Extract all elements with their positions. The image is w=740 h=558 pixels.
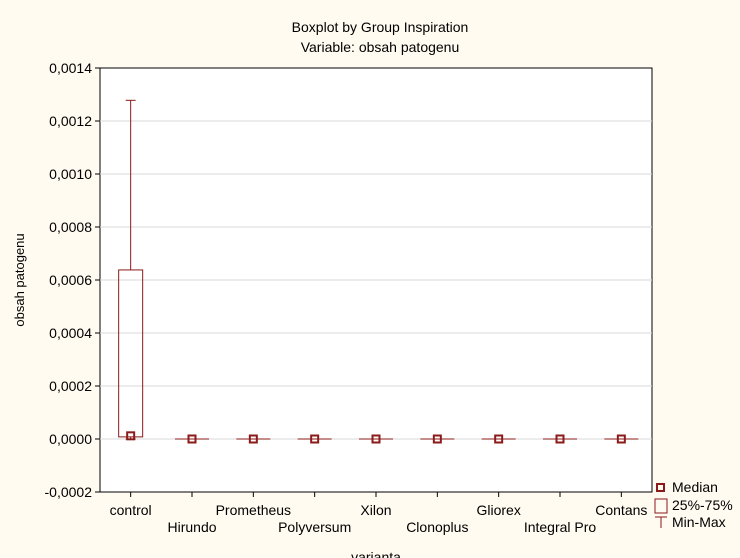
chart-subtitle: Variable: obsah patogenu bbox=[301, 39, 460, 55]
y-tick-label: -0,0002 bbox=[45, 484, 93, 500]
median-marker bbox=[371, 434, 381, 444]
y-tick-label: 0,0010 bbox=[49, 166, 92, 182]
median-marker bbox=[187, 434, 197, 444]
gridlines bbox=[100, 120, 652, 440]
median-marker bbox=[310, 434, 320, 444]
y-axis-label: obsah patogenu bbox=[12, 233, 27, 326]
box-marks bbox=[118, 99, 639, 444]
x-tick-label: Gliorex bbox=[476, 502, 520, 518]
median-marker bbox=[616, 434, 626, 444]
iqr-box bbox=[118, 269, 144, 438]
x-axis-label: varianta bbox=[351, 549, 401, 558]
y-tick-label: 0,0004 bbox=[49, 325, 92, 341]
y-tick-label: 0,0014 bbox=[49, 60, 92, 76]
x-tick-label: Contans bbox=[595, 502, 647, 518]
legend-whisker-label: Min-Max bbox=[672, 514, 726, 530]
median-marker bbox=[494, 434, 504, 444]
median-marker bbox=[126, 431, 136, 441]
x-tick-label: Xilon bbox=[360, 502, 391, 518]
legend-median-label: Median bbox=[672, 479, 718, 495]
y-tick-label: 0,0012 bbox=[49, 113, 92, 129]
y-tick-label: 0,0006 bbox=[49, 272, 92, 288]
y-tick-label: 0,0000 bbox=[49, 431, 92, 447]
legend-median-icon bbox=[656, 483, 665, 492]
median-marker bbox=[248, 434, 258, 444]
legend: Median 25%-75% Min-Max bbox=[654, 479, 733, 530]
x-tick-label: Hirundo bbox=[167, 519, 216, 535]
y-tick-label: 0,0002 bbox=[49, 378, 92, 394]
legend-box-label: 25%-75% bbox=[672, 497, 733, 513]
median-marker bbox=[432, 434, 442, 444]
y-axis: -0,0002 0,0000 0,0002 0,0004 0,0006 0,0008 0,0… bbox=[45, 60, 100, 500]
legend-box-icon bbox=[654, 498, 668, 514]
x-tick-label: Prometheus bbox=[216, 502, 291, 518]
x-tick-label: control bbox=[110, 502, 152, 518]
x-tick-label: Clonoplus bbox=[406, 519, 468, 535]
y-tick-label: 0,0008 bbox=[49, 219, 92, 235]
chart-title: Boxplot by Group Inspiration bbox=[292, 19, 469, 35]
x-tick-label: Integral Pro bbox=[524, 519, 597, 535]
median-marker bbox=[555, 434, 565, 444]
x-tick-label: Polyversum bbox=[278, 519, 351, 535]
